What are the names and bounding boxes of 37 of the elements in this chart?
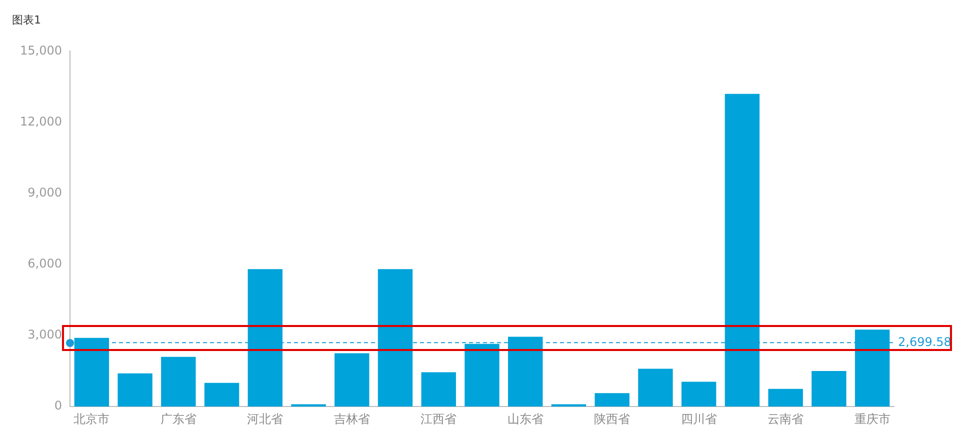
y-tick-label: 9,000 xyxy=(28,185,62,200)
x-tick-label: 北京市 xyxy=(74,412,110,426)
bar xyxy=(248,269,282,407)
bar xyxy=(118,373,152,407)
x-tick-label: 山东省 xyxy=(507,412,544,426)
bar xyxy=(204,382,240,407)
bar xyxy=(334,353,370,407)
ref-line-label: 2,699.58 xyxy=(898,334,952,349)
x-tick-label: 江西省 xyxy=(420,412,457,426)
chart-title: 图表1 xyxy=(12,13,41,26)
y-tick-label: 6,000 xyxy=(28,256,62,271)
y-tick-label: 3,000 xyxy=(28,328,62,342)
bar xyxy=(681,382,716,407)
bar xyxy=(291,404,326,407)
y-tick-label: 12,000 xyxy=(20,114,62,128)
bar xyxy=(854,330,890,407)
bar xyxy=(594,393,630,407)
bar xyxy=(378,269,413,407)
bar xyxy=(551,404,586,407)
bar xyxy=(464,344,500,407)
bar xyxy=(724,94,760,407)
bar xyxy=(768,388,803,407)
bar xyxy=(161,356,196,407)
x-tick-label: 广东省 xyxy=(160,412,196,426)
bar xyxy=(812,371,846,407)
bar xyxy=(508,336,543,407)
x-tick-label: 云南省 xyxy=(768,412,804,426)
x-tick-label: 陕西省 xyxy=(594,412,630,426)
y-tick-label: 0 xyxy=(54,398,62,413)
x-tick-label: 四川省 xyxy=(680,412,717,426)
bar xyxy=(74,338,110,407)
y-tick-label: 15,000 xyxy=(20,43,62,58)
x-tick-label: 河北省 xyxy=(247,412,284,426)
x-tick-label: 重庆市 xyxy=(854,412,890,426)
bar xyxy=(421,372,456,407)
x-tick-label: 吉林省 xyxy=(334,412,370,426)
bar xyxy=(638,368,673,407)
